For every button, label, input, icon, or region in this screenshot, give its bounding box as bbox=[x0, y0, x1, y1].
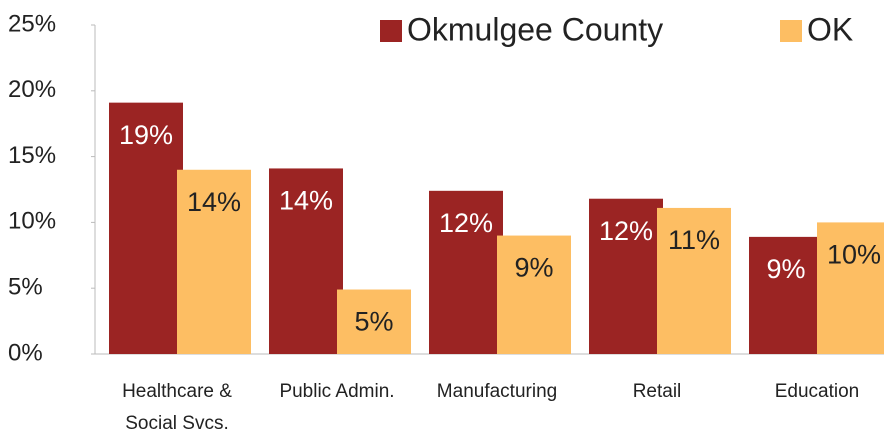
value-label: 12% bbox=[439, 208, 493, 238]
bar bbox=[177, 169, 251, 354]
bar bbox=[109, 102, 183, 354]
legend-label: Okmulgee County bbox=[407, 11, 663, 47]
bar bbox=[589, 198, 663, 354]
bar bbox=[269, 168, 343, 354]
x-tick-label: Manufacturing bbox=[436, 381, 558, 402]
value-label: 14% bbox=[187, 187, 241, 217]
x-tick-label: Education bbox=[774, 381, 860, 402]
bar bbox=[429, 190, 503, 354]
y-tick-label: 20% bbox=[8, 76, 56, 103]
value-label: 19% bbox=[119, 120, 173, 150]
y-tick-label: 25% bbox=[8, 10, 56, 37]
legend-label: OK bbox=[807, 11, 853, 47]
y-tick-label: 0% bbox=[8, 339, 43, 366]
bar bbox=[337, 289, 411, 354]
value-label: 5% bbox=[354, 307, 393, 337]
legend-swatch bbox=[780, 20, 802, 42]
bar bbox=[749, 236, 823, 354]
bar bbox=[817, 222, 884, 354]
bar bbox=[657, 207, 731, 354]
value-label: 12% bbox=[599, 216, 653, 246]
y-tick-label: 15% bbox=[8, 142, 56, 169]
y-tick-label: 5% bbox=[8, 274, 43, 301]
value-label: 9% bbox=[766, 254, 805, 284]
x-tick-label: Retail bbox=[632, 381, 682, 402]
y-tick-label: 10% bbox=[8, 208, 56, 235]
value-label: 9% bbox=[514, 253, 553, 283]
x-tick-label: Healthcare & Social Svcs. bbox=[122, 381, 232, 434]
x-tick-label: Public Admin. bbox=[279, 381, 395, 402]
bar bbox=[497, 235, 571, 354]
value-label: 10% bbox=[827, 240, 881, 270]
value-label: 14% bbox=[279, 186, 333, 216]
value-label: 11% bbox=[668, 225, 720, 255]
legend-swatch bbox=[380, 20, 402, 42]
